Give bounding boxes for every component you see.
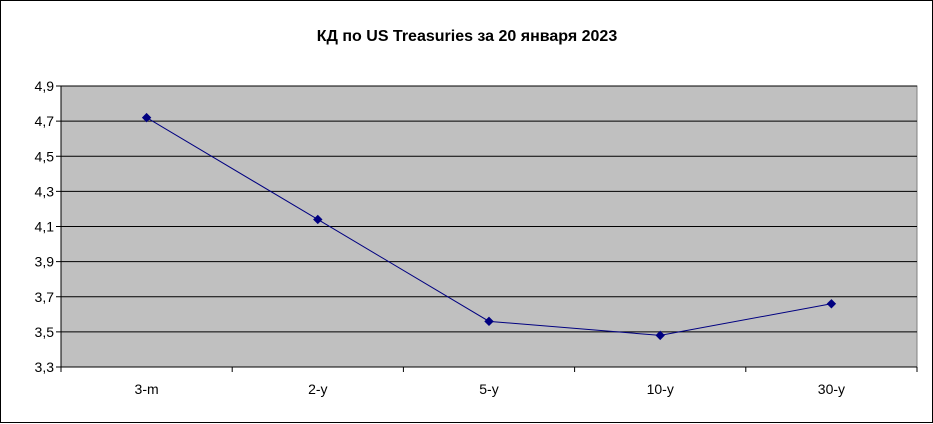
x-tick-label: 10-y: [647, 381, 674, 397]
x-tick-label: 5-y: [479, 381, 498, 397]
y-tick-label: 4,7: [35, 113, 55, 129]
y-tick-label: 4,9: [35, 78, 55, 94]
x-tick-label: 30-y: [818, 381, 845, 397]
y-tick-label: 3,3: [35, 359, 55, 375]
y-axis-ticks: 3,3 3,5 3,7 3,9 4,1 4,3 4,5 4,7 4,9: [35, 78, 61, 375]
x-tick-label: 3-m: [135, 381, 159, 397]
x-axis-ticks: 3-m 2-y 5-y 10-y 30-y: [60, 367, 918, 397]
data-point: [313, 214, 323, 225]
y-tick-label: 3,7: [35, 289, 55, 305]
chart-title: КД по US Treasuries за 20 января 2023: [317, 28, 618, 45]
x-tick-label: 2-y: [308, 381, 327, 397]
series-group: [141, 112, 837, 341]
y-tick-label: 4,1: [35, 219, 55, 235]
data-point: [484, 316, 494, 327]
y-tick-label: 4,5: [35, 148, 55, 164]
y-tick-label: 3,5: [35, 324, 55, 340]
data-point: [655, 330, 665, 341]
y-tick-label: 3,9: [35, 254, 55, 270]
gridlines: [61, 85, 917, 333]
data-point: [826, 299, 837, 309]
data-point: [141, 112, 152, 123]
y-tick-label: 4,3: [35, 183, 55, 199]
